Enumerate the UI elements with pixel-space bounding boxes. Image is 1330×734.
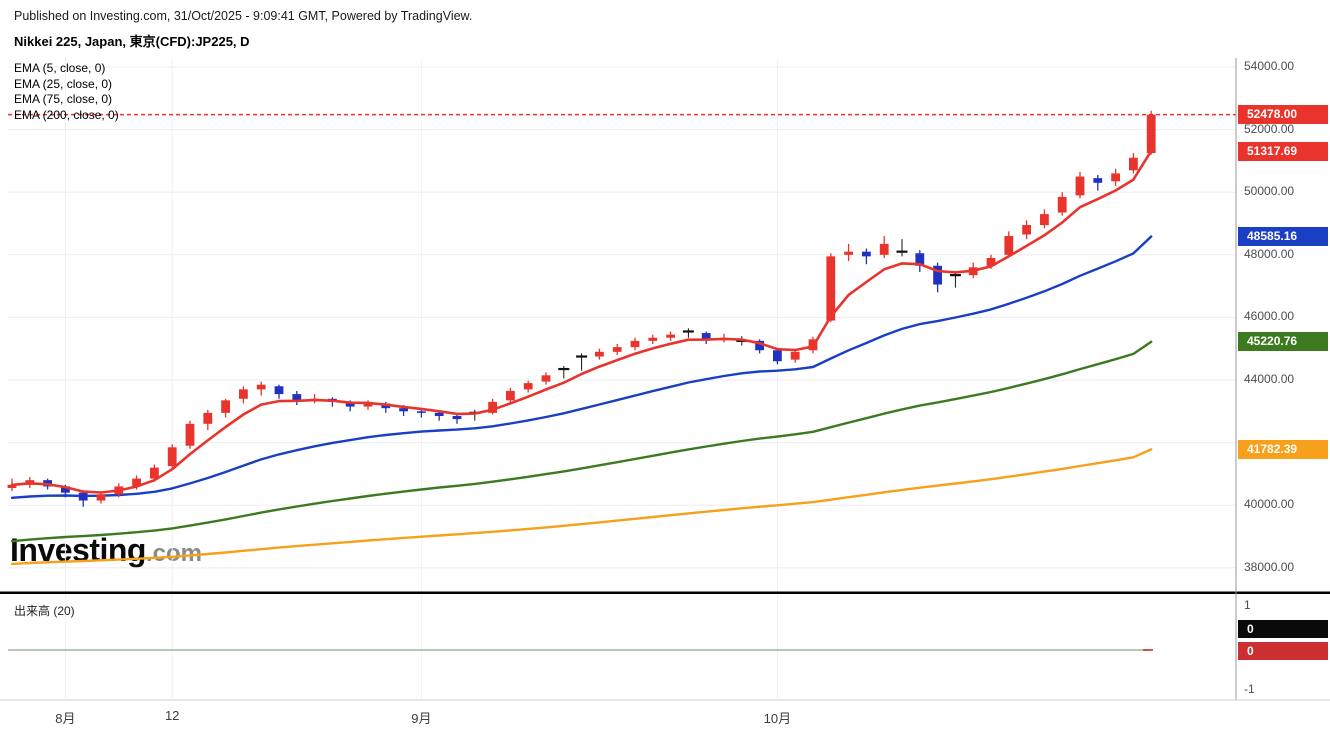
candle-body [630, 340, 640, 348]
candle-body [239, 389, 248, 399]
candle-body [879, 243, 889, 255]
candle-body [452, 415, 462, 420]
candle-body [915, 253, 925, 266]
volume-indicator-label: 出来高 (20) [14, 604, 75, 618]
pane-separator [0, 591, 1330, 594]
candle-body [1075, 176, 1085, 196]
price-badge: 51317.69 [1238, 141, 1328, 161]
candle-body [399, 408, 408, 412]
candle-body [541, 375, 551, 382]
candle-body [203, 412, 213, 424]
candle-body [666, 334, 675, 338]
price-badge: 48585.16 [1238, 227, 1328, 246]
candle-body [1093, 178, 1103, 183]
candle-body [933, 265, 942, 285]
y-axis-label: 38000.00 [1244, 559, 1295, 574]
candle-body [150, 467, 159, 479]
legend-item-ema75: EMA (75, close, 0) [14, 92, 113, 106]
y-axis-label: 54000.00 [1244, 59, 1295, 73]
candle-body [167, 447, 177, 467]
candle-body [274, 386, 284, 395]
candle-body [986, 257, 996, 266]
legend-item-ema25: EMA (25, close, 0) [14, 76, 113, 91]
price-badge: 45220.76 [1238, 332, 1328, 352]
candle-body [844, 251, 853, 255]
ema-line-200 [10, 448, 1153, 566]
candle-body [612, 347, 622, 352]
legend-item-ema5: EMA (5, close, 0) [14, 61, 106, 75]
candle-body [701, 333, 711, 340]
legend-item-ema200: EMA (200, close, 0) [14, 107, 119, 122]
candle-body [434, 412, 444, 416]
y-axis-label: 44000.00 [1244, 372, 1295, 386]
candle-body [488, 401, 497, 413]
candle-body [648, 337, 658, 341]
price-badge: 41782.39 [1238, 439, 1328, 459]
candle-body [1022, 225, 1031, 235]
ema-line-25 [10, 235, 1153, 499]
price-axis: 1 0 0 -1 54000.00 52000.00 50000.00 48000.0… [1238, 0, 1330, 734]
y-axis-label: 52000.00 [1244, 121, 1295, 136]
candle-body [78, 492, 88, 501]
candle-body [1111, 173, 1120, 182]
candle-body [1146, 114, 1156, 154]
volume-axis-tick: 1 [1244, 598, 1251, 612]
candle-body [61, 486, 70, 493]
candle-body [345, 401, 355, 407]
volume-axis-tick: -1 [1244, 682, 1255, 696]
volume-badge-red: 0 [1238, 642, 1328, 660]
candle-body [1004, 236, 1014, 255]
time-axis: 8月 12 9月 10月 [0, 706, 1236, 732]
x-axis-label: 8月 [55, 711, 76, 726]
published-line: Published on Investing.com, 31/Oct/2025 … [14, 9, 473, 23]
candle-body [862, 251, 871, 257]
candle-body [221, 400, 230, 413]
x-axis-label: 9月 [411, 711, 432, 726]
candle-body [7, 484, 17, 488]
candle-body [1129, 157, 1138, 171]
candle-body [790, 351, 800, 360]
candle-body [256, 384, 266, 390]
logo-suffix-text: .com [145, 540, 202, 567]
volume-badge-black: 0 [1238, 620, 1328, 638]
y-axis-label: 40000.00 [1244, 497, 1295, 512]
candle-body [363, 403, 373, 407]
candle-body [595, 351, 604, 357]
ema-line-75 [10, 340, 1153, 543]
candle-body [417, 411, 426, 413]
price-badge: 52478.00 [1238, 105, 1328, 125]
ema-line-5 [10, 149, 1153, 494]
candle-body [523, 383, 533, 390]
y-axis-label: 46000.00 [1244, 309, 1295, 324]
candle-body [506, 390, 515, 401]
candle-body [1057, 196, 1067, 213]
indicator-legend: EMA (5, close, 0) EMA (25, close, 0) EMA… [14, 61, 119, 123]
candle-body [1040, 214, 1049, 226]
candle-body [826, 256, 836, 321]
x-axis-label: 10月 [763, 711, 792, 726]
x-axis-label: 12 [164, 708, 180, 723]
candle-body [185, 423, 195, 446]
candle-body [755, 340, 764, 351]
candle-body [773, 350, 782, 362]
y-axis-label: 48000.00 [1244, 246, 1295, 261]
candle-body [132, 478, 141, 487]
y-axis-label: 50000.00 [1244, 184, 1295, 199]
candle-body [292, 394, 302, 401]
instrument-title: Nikkei 225, Japan, 東京(CFD):JP225, D [14, 34, 250, 49]
candle-body [96, 494, 106, 501]
